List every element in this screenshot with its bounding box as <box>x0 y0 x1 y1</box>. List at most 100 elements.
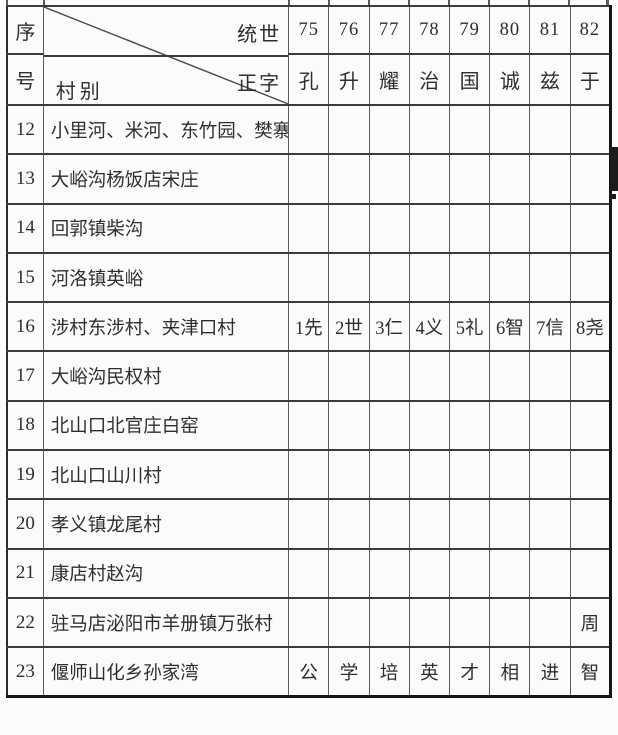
diagonal-header-cell: 统世 正字 村别 <box>42 5 290 106</box>
gen-cell: 3仁 <box>368 301 410 353</box>
gen-cell <box>569 350 613 402</box>
gen-cell <box>529 153 571 205</box>
gen-cell <box>328 547 370 599</box>
village-name: 康店村赵沟 <box>42 547 290 599</box>
gen-cell: 6智 <box>489 301 531 353</box>
table-row: 13 大峪沟杨饭店宋庄 <box>6 153 613 205</box>
gen-cell <box>408 399 451 452</box>
generation-char: 升 <box>328 53 370 106</box>
generation-number: 77 <box>368 5 410 55</box>
gen-cell <box>529 350 571 402</box>
gen-cell <box>489 449 531 501</box>
gen-cell <box>489 251 531 304</box>
gen-cell: 学 <box>328 646 370 699</box>
table-row: 22 驻马店泌阳市羊册镇万张村 周 <box>6 596 613 649</box>
gen-cell: 公 <box>288 646 330 699</box>
gen-cell: 5礼 <box>448 301 491 353</box>
gen-cell <box>408 350 451 402</box>
gen-cell <box>368 153 410 205</box>
gen-cell <box>489 202 531 254</box>
table-row: 19 北山口山川村 <box>6 449 613 501</box>
gen-cell <box>328 350 370 402</box>
gen-cell <box>288 251 330 304</box>
table-row: 23 偃师山化乡孙家湾公学培英才相进智 <box>6 646 613 699</box>
generation-number: 80 <box>489 5 531 55</box>
seq-header-top: 序 <box>6 5 44 55</box>
village-name: 孝义镇龙尾村 <box>42 498 290 550</box>
village-name: 偃师山化乡孙家湾 <box>42 646 290 699</box>
gen-cell <box>489 103 531 156</box>
generation-number: 78 <box>408 5 451 55</box>
grid-stub <box>6 0 8 6</box>
village-name: 小里河、米河、东竹园、樊寨 <box>42 103 290 156</box>
gen-cell <box>489 153 531 205</box>
village-name: 河洛镇英峪 <box>42 251 290 304</box>
gen-cell <box>368 103 410 156</box>
gen-cell <box>448 596 491 649</box>
grid-stub <box>606 0 609 6</box>
gen-cell <box>569 498 613 550</box>
gen-cell: 相 <box>489 646 531 699</box>
gen-cell <box>408 498 451 550</box>
gen-cell <box>288 449 330 501</box>
gen-cell <box>328 202 370 254</box>
gen-cell <box>288 350 330 402</box>
gen-cell <box>529 547 571 599</box>
gen-cell <box>489 547 531 599</box>
row-number: 18 <box>6 399 44 452</box>
diagonal-label-cunbie: 村别 <box>55 81 104 103</box>
table-row: 14 回郭镇柴沟 <box>6 202 613 254</box>
gen-cell <box>529 498 571 550</box>
gen-cell <box>288 547 330 599</box>
gen-cell <box>448 350 491 402</box>
gen-cell <box>448 153 491 205</box>
gen-cell <box>569 399 613 452</box>
gen-cell <box>408 449 451 501</box>
gen-cell <box>328 498 370 550</box>
gen-cell <box>328 596 370 649</box>
gen-cell: 4义 <box>408 301 451 353</box>
gen-cell <box>288 153 330 205</box>
gen-cell <box>529 399 571 452</box>
gen-cell <box>368 596 410 649</box>
village-name: 回郭镇柴沟 <box>42 202 290 254</box>
gen-cell <box>328 449 370 501</box>
row-number: 13 <box>6 153 44 205</box>
gen-cell <box>529 449 571 501</box>
row-number: 14 <box>6 202 44 254</box>
gen-cell <box>529 202 571 254</box>
gen-cell <box>529 596 571 649</box>
generation-char: 治 <box>408 53 451 106</box>
gen-cell <box>489 596 531 649</box>
village-name: 大峪沟民权村 <box>42 350 290 402</box>
village-name: 北山口山川村 <box>42 449 290 501</box>
gen-cell: 8尧 <box>569 301 613 353</box>
row-number: 16 <box>6 301 44 353</box>
gen-cell <box>288 103 330 156</box>
gen-cell <box>448 202 491 254</box>
gen-cell <box>529 103 571 156</box>
village-name: 驻马店泌阳市羊册镇万张村 <box>42 596 290 649</box>
gen-cell <box>288 498 330 550</box>
grid-stub <box>43 0 45 6</box>
gen-cell <box>328 251 370 304</box>
scan-artifact-tick <box>610 194 616 199</box>
gen-cell <box>569 251 613 304</box>
gen-cell: 周 <box>569 596 613 649</box>
grid-stub <box>408 0 410 6</box>
gen-cell <box>448 449 491 501</box>
row-number: 22 <box>6 596 44 649</box>
village-name: 北山口北官庄白窑 <box>42 399 290 452</box>
gen-cell <box>448 498 491 550</box>
grid-stub <box>528 0 530 6</box>
generation-number: 82 <box>569 5 613 55</box>
gen-cell: 7信 <box>529 301 571 353</box>
generation-char: 耀 <box>368 53 410 106</box>
gen-cell: 2世 <box>328 301 370 353</box>
gen-cell <box>288 596 330 649</box>
gen-cell <box>288 202 330 254</box>
gen-cell <box>368 399 410 452</box>
gen-cell <box>448 103 491 156</box>
gen-cell <box>408 251 451 304</box>
